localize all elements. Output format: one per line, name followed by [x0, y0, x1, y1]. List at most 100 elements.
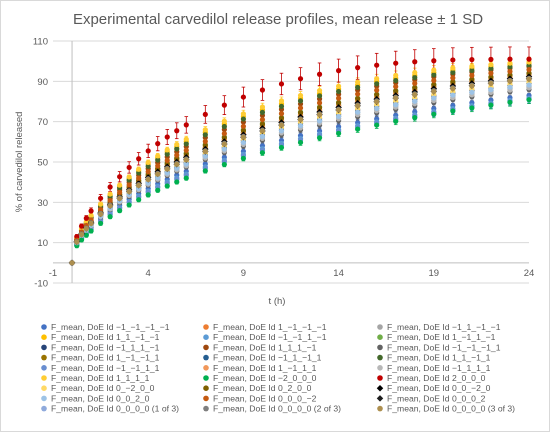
- data-point: [355, 126, 361, 132]
- data-point: [88, 220, 94, 227]
- data-point: [202, 111, 208, 118]
- data-point: [221, 123, 227, 130]
- data-point: [412, 70, 418, 76]
- legend-entry: F_mean, DoE Id 2_0_0_0: [377, 373, 486, 383]
- data-point: [240, 123, 246, 129]
- data-point: [240, 111, 246, 117]
- data-point: [259, 87, 266, 93]
- data-point: [412, 85, 418, 91]
- data-point: [507, 56, 513, 62]
- legend-entry: F_mean, DoE Id 0_0_−2_0: [376, 383, 491, 393]
- data-point: [174, 161, 180, 167]
- data-point: [107, 203, 113, 209]
- data-point: [145, 169, 151, 175]
- legend-marker: [41, 375, 47, 381]
- data-point: [145, 176, 151, 183]
- legend-label: F_mean, DoE Id 0_0_0_0 (3 of 3): [387, 404, 515, 414]
- legend-marker: [376, 384, 384, 392]
- legend-label: F_mean, DoE Id −2_0_0_0: [213, 373, 317, 383]
- data-point: [316, 71, 323, 77]
- data-point: [202, 127, 208, 133]
- legend-label: F_mean, DoE Id 0_0_0_0 (2 of 3): [213, 404, 341, 414]
- legend-marker: [377, 405, 383, 412]
- data-point: [202, 132, 208, 138]
- data-point: [78, 237, 85, 243]
- data-point: [431, 77, 437, 84]
- y-tick-labels: -10 10 30 50 70 90 110: [33, 37, 48, 290]
- data-point: [450, 57, 456, 63]
- data-point: [507, 72, 513, 78]
- data-point: [202, 148, 208, 155]
- legend-entry: F_mean, DoE Id 0_0_0_2: [376, 393, 486, 403]
- data-point: [336, 113, 342, 120]
- series-8-error-bars: [75, 84, 531, 246]
- data-point: [469, 83, 475, 89]
- data-point: [98, 201, 104, 207]
- legend-entry: F_mean, DoE Id 1_1_−1_−1: [41, 332, 160, 342]
- data-point: [431, 95, 437, 101]
- data-point: [450, 92, 456, 98]
- legend-entry: F_mean, DoE Id 0_0_0_0 (2 of 3): [203, 404, 341, 414]
- data-point: [221, 146, 227, 152]
- legend-label: F_mean, DoE Id 1_−1_1_1: [213, 363, 317, 373]
- data-point: [174, 128, 180, 134]
- data-point: [297, 92, 304, 99]
- data-point: [221, 130, 227, 137]
- data-point: [74, 239, 80, 245]
- data-point: [88, 212, 94, 219]
- legend-label: F_mean, DoE Id 1_−1_−1_1: [51, 353, 160, 363]
- series-17: [69, 56, 532, 266]
- data-point: [202, 168, 208, 174]
- data-point: [469, 56, 475, 63]
- data-point: [374, 122, 380, 128]
- data-point: [374, 92, 380, 98]
- data-point: [98, 195, 104, 201]
- data-point: [259, 104, 266, 110]
- legend-entry: F_mean, DoE Id −1_1_1_−1: [41, 342, 160, 352]
- data-point: [431, 111, 437, 117]
- axes: [53, 41, 529, 283]
- data-point: [374, 87, 380, 93]
- y-tick-label: 50: [37, 158, 48, 169]
- data-point: [488, 74, 494, 80]
- series-23-error-bars: [75, 73, 531, 245]
- series-13-error-bars: [75, 70, 531, 244]
- data-point: [278, 103, 285, 109]
- data-point: [88, 228, 94, 234]
- legend-label: F_mean, DoE Id 0_0_2_0: [51, 393, 150, 403]
- data-point: [355, 96, 361, 102]
- y-tick-label: 110: [33, 37, 48, 48]
- data-point: [374, 62, 380, 68]
- legend-entry: F_mean, DoE Id 1_1_1_1: [41, 373, 150, 383]
- data-point: [126, 182, 132, 188]
- data-point: [98, 211, 104, 217]
- legend-label: F_mean, DoE Id 0_−2_0_0: [51, 383, 155, 393]
- data-point: [98, 220, 104, 226]
- legend-entry: F_mean, DoE Id 0_0_0_0 (1 of 3): [41, 404, 179, 414]
- legend: F_mean, DoE Id −1_−1_−1_−1 F_mean, DoE Id…: [41, 322, 515, 414]
- data-point: [412, 98, 418, 104]
- data-point: [278, 98, 285, 104]
- data-point: [155, 141, 161, 147]
- x-axis-label: t (h): [269, 296, 286, 307]
- series-22-error-bars: [75, 64, 531, 243]
- y-tick-label: 10: [37, 238, 48, 249]
- data-point: [240, 116, 246, 122]
- legend-marker: [41, 324, 47, 330]
- data-point: [174, 165, 180, 171]
- data-point: [526, 63, 532, 69]
- data-point: [117, 189, 123, 196]
- data-point: [136, 197, 142, 203]
- data-point: [259, 109, 266, 115]
- data-point: [117, 208, 123, 214]
- legend-label: F_mean, DoE Id −1_1_−1_1: [213, 353, 322, 363]
- data-point: [183, 136, 189, 142]
- series-21-error-bars: [75, 80, 531, 246]
- data-point: [117, 174, 123, 180]
- data-point: [259, 133, 266, 139]
- data-point: [136, 175, 142, 181]
- data-point: [297, 139, 304, 146]
- data-point: [74, 234, 80, 240]
- data-point: [221, 134, 227, 141]
- data-point: [412, 92, 418, 98]
